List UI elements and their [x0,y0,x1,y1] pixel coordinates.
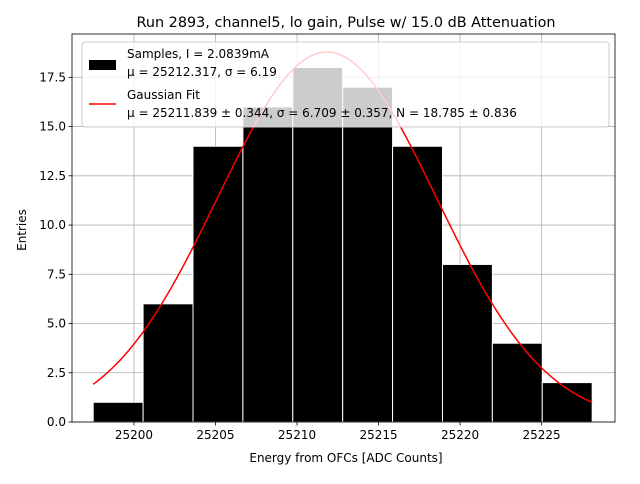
legend-samples-label: Samples, I = 2.0839mA [127,47,270,61]
plot-frame [71,33,616,423]
histogram-bar [342,86,394,423]
y-ticks: 0.0 2.5 5.0 7.5 10.0 12.5 15.0 17.5 [39,70,72,429]
y-tick-label: 0.0 [47,415,66,429]
x-tick-label: 25200 [115,428,153,442]
legend-fit-stats: μ = 25211.839 ± 0.344, σ = 6.709 ± 0.357… [127,106,517,120]
histogram-bar [441,263,493,423]
histogram-bar [491,342,543,423]
histogram-bar [242,106,294,423]
x-tick-label: 25215 [359,428,397,442]
x-tick-label: 25225 [523,428,561,442]
legend-fit-label: Gaussian Fit [127,88,200,102]
x-axis-label: Energy from OFCs [ADC Counts] [249,451,442,465]
chart-title: Run 2893, channel5, lo gain, Pulse w/ 15… [137,15,556,31]
histogram-bar [192,145,244,423]
legend-box [81,41,610,128]
axes [71,33,616,423]
x-tick-label: 25210 [278,428,316,442]
histogram-bar [142,303,194,423]
legend-samples-swatch [89,60,116,70]
y-tick-label: 10.0 [39,218,66,232]
y-axis-label: Entries [15,209,29,251]
y-tick-label: 5.0 [47,317,66,331]
y-tick-label: 15.0 [39,120,66,134]
x-tick-label: 25205 [196,428,234,442]
legend-samples-stats: μ = 25212.317, σ = 6.19 [127,65,277,79]
histogram-bar [392,145,443,423]
y-tick-label: 7.5 [47,267,66,281]
y-tick-label: 17.5 [39,70,66,84]
y-tick-label: 12.5 [39,169,66,183]
histogram-bar [92,401,144,423]
y-tick-label: 2.5 [47,366,66,380]
x-tick-label: 25220 [441,428,479,442]
x-ticks: 25200 25205 25210 25215 25220 25225 [115,422,561,442]
legend: Samples, I = 2.0839mA μ = 25212.317, σ =… [81,41,610,128]
